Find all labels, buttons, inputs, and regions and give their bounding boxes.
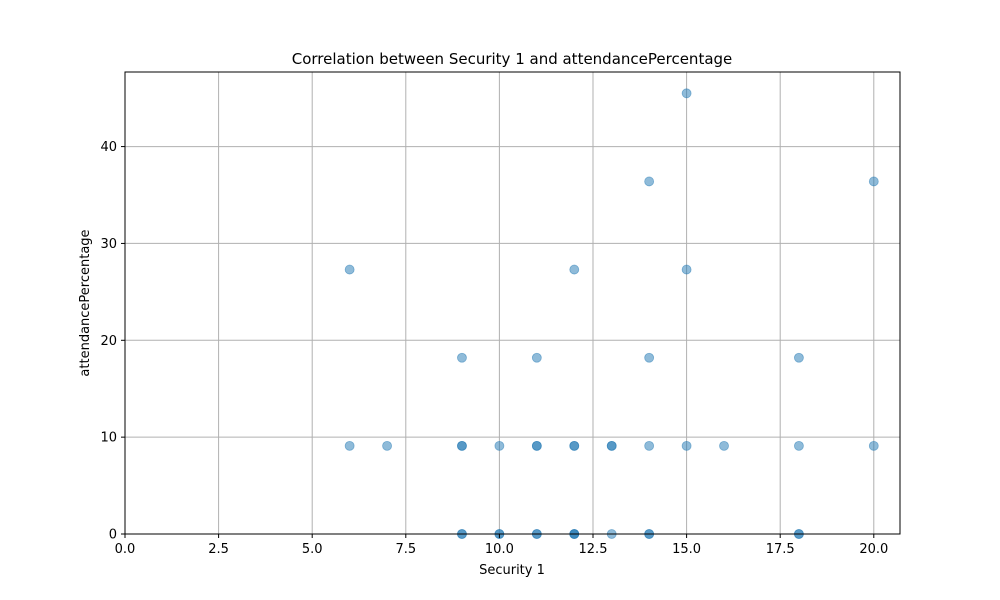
x-tick-label: 17.5 bbox=[766, 542, 795, 557]
data-point bbox=[569, 440, 580, 451]
data-point bbox=[531, 352, 542, 363]
data-point bbox=[681, 440, 692, 451]
data-point bbox=[794, 440, 804, 451]
data-point bbox=[868, 440, 879, 451]
data-point bbox=[644, 176, 655, 187]
data-point bbox=[531, 440, 542, 451]
x-tick-label: 20.0 bbox=[859, 542, 888, 557]
y-tick-label: 40 bbox=[100, 140, 117, 155]
x-tick-label: 5.0 bbox=[302, 542, 323, 557]
x-tick-label: 7.5 bbox=[395, 542, 416, 557]
data-point bbox=[457, 352, 467, 363]
data-point bbox=[344, 440, 355, 451]
data-point bbox=[644, 352, 655, 363]
grid bbox=[124, 72, 900, 535]
data-point bbox=[344, 264, 355, 275]
data-point bbox=[382, 440, 392, 451]
data-points bbox=[344, 88, 879, 539]
plot-frame bbox=[124, 71, 901, 535]
data-point bbox=[606, 440, 617, 451]
data-point bbox=[681, 88, 692, 99]
x-tick-label: 12.5 bbox=[579, 542, 608, 557]
y-tick-label: 30 bbox=[100, 237, 117, 252]
data-point bbox=[644, 440, 655, 451]
x-axis-ticks: 0.0 2.5 5.0 7.5 10.0 12.5 15.0 17.5 20.0 bbox=[115, 534, 888, 557]
x-tick-label: 15.0 bbox=[672, 542, 701, 557]
y-axis-ticks: 0 10 20 30 40 bbox=[100, 140, 125, 543]
data-point bbox=[569, 264, 580, 275]
x-axis-label: Security 1 bbox=[479, 563, 545, 578]
y-tick-label: 10 bbox=[100, 431, 117, 446]
data-point bbox=[719, 440, 729, 451]
x-tick-label: 10.0 bbox=[485, 542, 514, 557]
data-point bbox=[457, 440, 467, 451]
x-tick-label: 0.0 bbox=[115, 542, 136, 557]
data-point bbox=[494, 440, 505, 451]
data-point bbox=[794, 352, 804, 363]
chart-title: Correlation between Security 1 and atten… bbox=[292, 50, 733, 68]
data-point bbox=[681, 264, 692, 275]
data-point bbox=[868, 176, 879, 187]
x-tick-label: 2.5 bbox=[208, 542, 229, 557]
y-tick-label: 0 bbox=[109, 528, 117, 543]
y-axis-label: attendancePercentage bbox=[78, 229, 93, 376]
y-tick-label: 20 bbox=[100, 334, 117, 349]
